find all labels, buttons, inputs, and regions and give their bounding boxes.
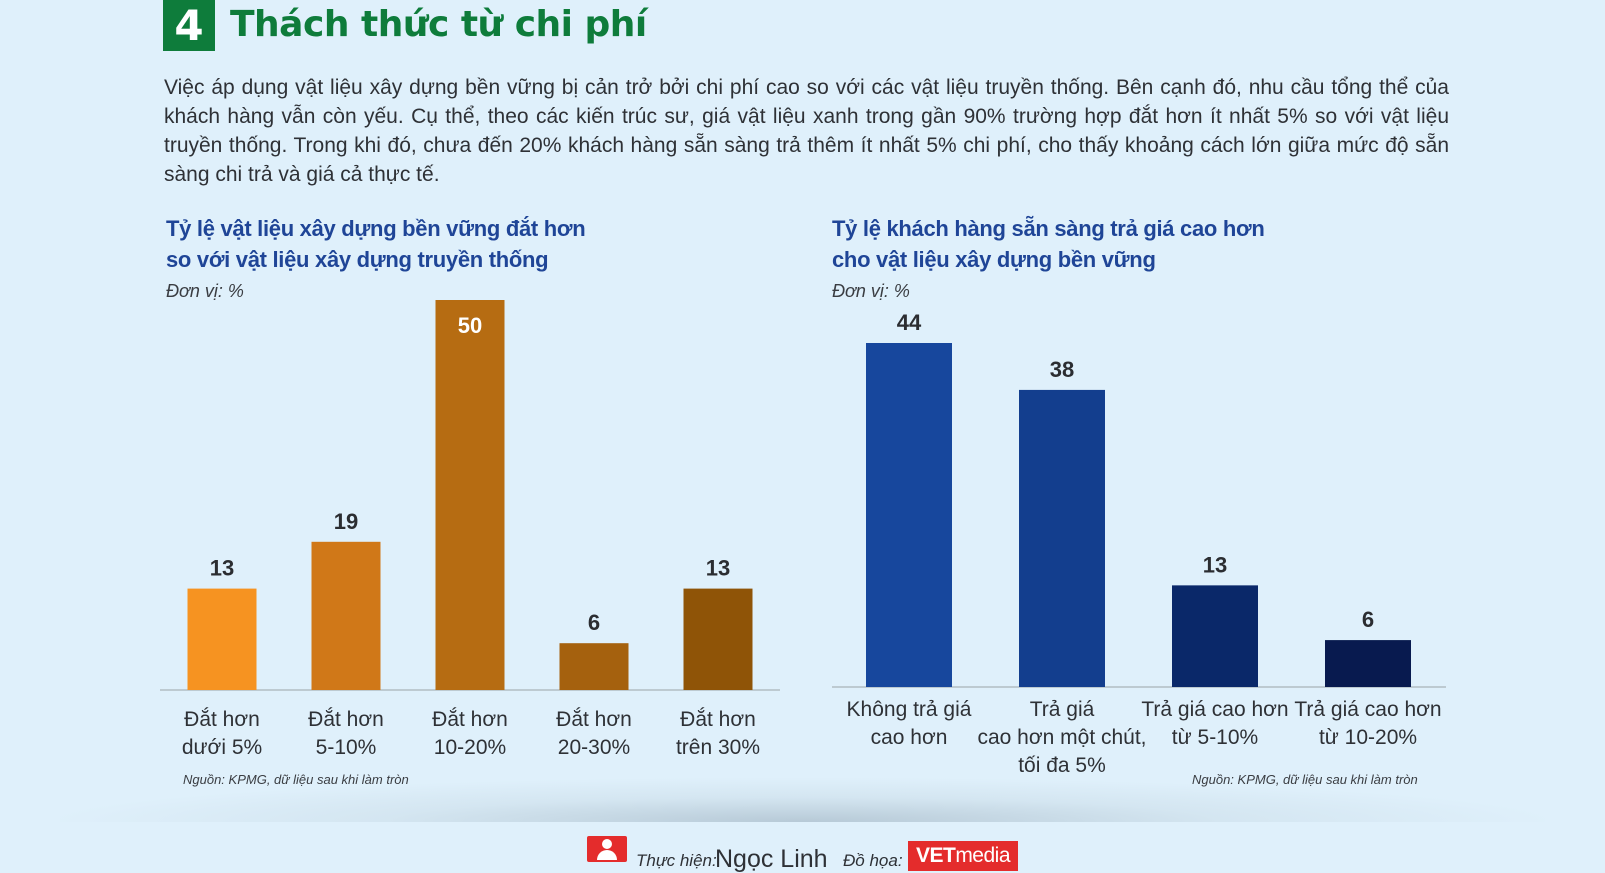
author-name: Ngọc Linh [715, 845, 828, 873]
vetmedia-logo: VET media [908, 841, 1018, 871]
chart2-bar-4 [1325, 640, 1411, 687]
chart1-value-label-5: 13 [706, 556, 730, 581]
chart2-value-label-4: 6 [1362, 607, 1374, 632]
chart2-bar-1 [866, 343, 952, 687]
chart2-title-line1: Tỷ lệ khách hàng sẵn sàng trả giá cao hơ… [832, 216, 1265, 241]
chart2-bar-3 [1172, 585, 1258, 687]
chart1-bar-1 [187, 588, 257, 690]
chart2-value-label-3: 13 [1203, 552, 1227, 577]
vetmedia-logo-media: media [955, 844, 1011, 867]
chart1-title-line2: so với vật liệu xây dựng truyền thống [166, 247, 549, 272]
shadow-band [60, 778, 1545, 822]
chart1-category-label-1: Đắt hơn dưới 5% [181, 708, 263, 759]
chart1-title: Tỷ lệ vật liệu xây dựng bền vững đắt hơn… [166, 213, 586, 275]
chart2-category-label-4: Trả giá cao hơn từ 10-20% [1294, 698, 1442, 749]
chart1-value-label-2: 19 [334, 509, 358, 534]
chart2-bar-2 [1019, 389, 1105, 687]
chart1-bar-4 [559, 643, 629, 690]
chart2-category-label-1: Không trả giá cao hơn [846, 698, 972, 749]
section-number: 4 [163, 0, 215, 51]
chart2-category-label-2: Trả giá cao hơn một chút, tối đa 5% [977, 698, 1147, 777]
vetmedia-logo-vet: VET [915, 844, 956, 867]
chart1-bar-5 [683, 588, 753, 690]
author-icon [587, 836, 627, 862]
chart1-value-label-4: 6 [588, 610, 600, 635]
chart1-bar-3 [435, 300, 505, 690]
chart1-unit: Đơn vị: % [166, 281, 244, 301]
section-title: Thách thức từ chi phí [230, 4, 647, 45]
chart1-category-label-2: Đắt hơn 5-10% [308, 708, 384, 759]
chart2-category-label-3: Trả giá cao hơn từ 5-10% [1141, 698, 1289, 749]
footer: Thực hiện: Ngọc Linh Đồ họa: VET media [0, 836, 1605, 873]
intro-paragraph: Việc áp dụng vật liệu xây dựng bền vững … [164, 76, 1449, 186]
chart1-category-label-5: Đắt hơn trên 30% [675, 708, 761, 759]
graphics-label: Đồ họa: [843, 851, 903, 870]
chart2-title: Tỷ lệ khách hàng sẵn sàng trả giá cao hơ… [832, 213, 1265, 275]
chart1-category-label-4: Đắt hơn 20-30% [556, 708, 632, 759]
chart1-value-label-3: 50 [458, 313, 482, 338]
chart2-value-label-2: 38 [1050, 357, 1074, 382]
chart2-value-label-1: 44 [897, 310, 922, 335]
chart1-title-line1: Tỷ lệ vật liệu xây dựng bền vững đắt hơn [166, 216, 586, 241]
chart1-bar-2 [311, 541, 381, 690]
chart1-category-label-3: Đắt hơn 10-20% [432, 708, 508, 759]
chart2-title-line2: cho vật liệu xây dựng bền vững [832, 247, 1156, 272]
author-label: Thực hiện: [636, 851, 717, 870]
chart1-value-label-1: 13 [210, 556, 234, 581]
chart2-unit: Đơn vị: % [832, 281, 910, 301]
